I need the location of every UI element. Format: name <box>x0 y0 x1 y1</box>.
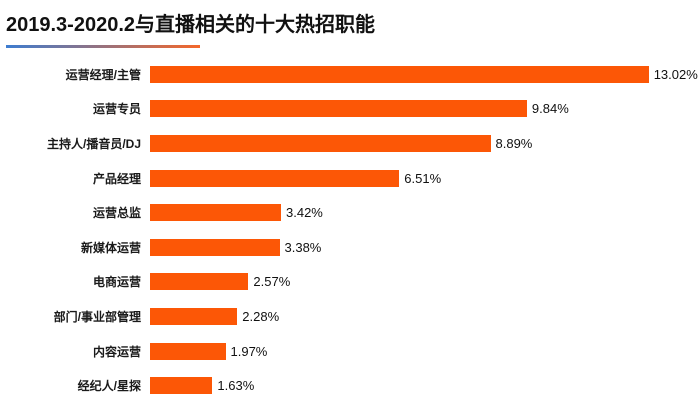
value-label: 2.28% <box>242 308 280 324</box>
bar <box>150 377 213 395</box>
value-label: 9.84% <box>531 101 569 117</box>
chart-row: 新媒体运营 3.38% <box>0 230 700 265</box>
page-title: 2019.3-2020.2与直播相关的十大热招职能 <box>6 14 376 36</box>
value-label: 3.38% <box>284 239 322 255</box>
category-label: 主持人/播音员/DJ <box>46 136 141 151</box>
chart-row: 经纪人/星探 1.63% <box>0 368 700 403</box>
category-label: 经纪人/星探 <box>77 379 141 394</box>
chart-row: 产品经理 6.51% <box>0 161 700 196</box>
bar <box>150 134 491 152</box>
value-label: 6.51% <box>404 170 442 186</box>
category-label: 运营专员 <box>92 102 141 117</box>
bar <box>150 273 249 291</box>
bar <box>150 238 280 256</box>
value-label: 1.97% <box>230 343 268 359</box>
category-label: 运营经理/主管 <box>65 67 141 82</box>
value-label: 2.57% <box>253 274 291 290</box>
chart-row: 主持人/播音员/DJ 8.89% <box>0 126 700 161</box>
value-label: 3.42% <box>286 205 323 221</box>
title-underline <box>6 45 200 48</box>
bar <box>150 342 226 360</box>
category-label: 产品经理 <box>92 171 141 186</box>
value-label: 1.63% <box>217 378 255 394</box>
category-label: 运营总监 <box>92 206 141 221</box>
category-label: 内容运营 <box>92 344 141 359</box>
chart-row: 运营专员 9.84% <box>0 92 700 127</box>
bar-chart: 运营经理/主管 13.02% 运营专员 9.84% 主持人/播音员/DJ 8.8… <box>0 57 700 403</box>
category-label: 电商运营 <box>92 275 141 290</box>
value-label: 8.89% <box>495 135 533 151</box>
chart-row: 部门/事业部管理 2.28% <box>0 299 700 334</box>
chart-row: 电商运营 2.57% <box>0 265 700 300</box>
chart-row: 内容运营 1.97% <box>0 334 700 369</box>
bar <box>150 100 527 118</box>
bar <box>150 169 400 187</box>
category-label: 部门/事业部管理 <box>53 309 141 324</box>
bar <box>150 65 649 83</box>
bar <box>150 307 238 325</box>
bar <box>150 204 281 222</box>
chart-row: 运营经理/主管 13.02% <box>0 57 700 92</box>
chart-row: 运营总监 3.42% <box>0 195 700 230</box>
value-label: 13.02% <box>653 66 698 82</box>
category-label: 新媒体运营 <box>80 240 141 255</box>
